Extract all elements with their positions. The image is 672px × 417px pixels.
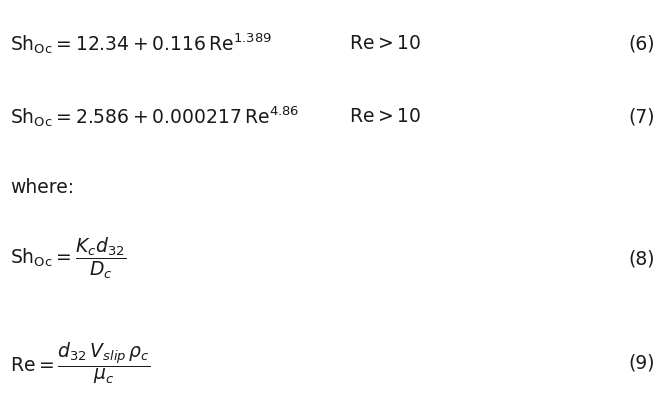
Text: $\mathrm{Re} > 10$: $\mathrm{Re} > 10$ xyxy=(349,34,421,53)
Text: $\mathrm{Sh_{Oc}} = 12.34 + 0.116\,\mathrm{Re}^{1.389}$: $\mathrm{Sh_{Oc}} = 12.34 + 0.116\,\math… xyxy=(10,31,272,56)
Text: (7): (7) xyxy=(629,107,655,126)
Text: (8): (8) xyxy=(629,249,655,268)
Text: where:: where: xyxy=(10,178,74,197)
Text: $\mathrm{Sh_{Oc}} = \dfrac{K_c d_{32}}{D_c}$: $\mathrm{Sh_{Oc}} = \dfrac{K_c d_{32}}{D… xyxy=(10,236,126,281)
Text: $\mathrm{Sh_{Oc}} = 2.586 + 0.000217\,\mathrm{Re}^{4.86}$: $\mathrm{Sh_{Oc}} = 2.586 + 0.000217\,\m… xyxy=(10,104,299,129)
Text: $\mathrm{Re} > 10$: $\mathrm{Re} > 10$ xyxy=(349,107,421,126)
Text: (6): (6) xyxy=(629,34,655,53)
Text: (9): (9) xyxy=(629,353,655,372)
Text: $\mathrm{Re} = \dfrac{d_{32}\,V_{slip}\,\rho_c}{\mu_c}$: $\mathrm{Re} = \dfrac{d_{32}\,V_{slip}\,… xyxy=(10,340,151,386)
